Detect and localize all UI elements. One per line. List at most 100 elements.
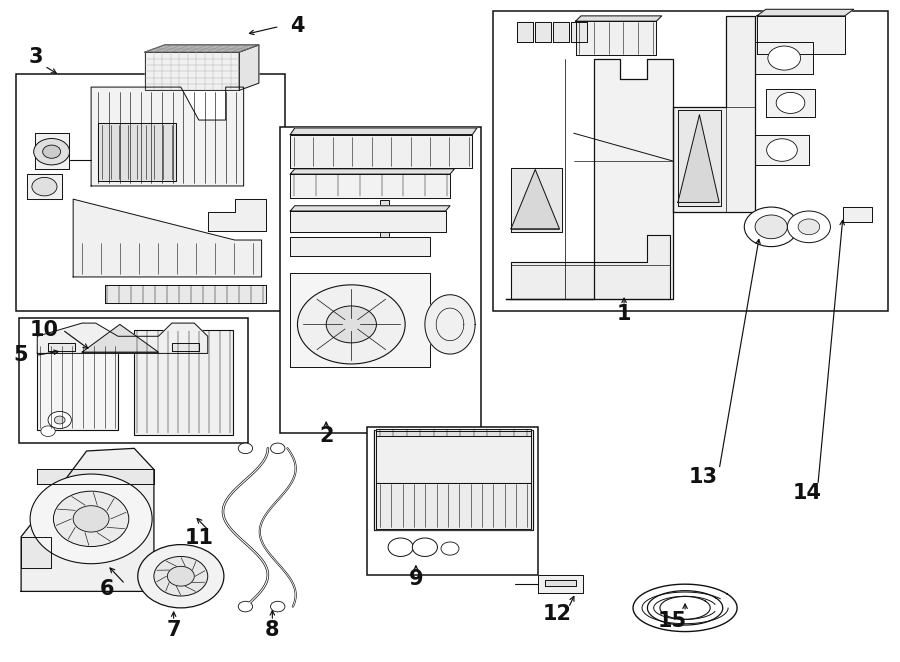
Polygon shape <box>506 60 672 299</box>
Polygon shape <box>672 16 755 213</box>
Polygon shape <box>757 9 854 16</box>
Polygon shape <box>35 133 68 169</box>
Polygon shape <box>291 128 477 134</box>
Polygon shape <box>536 23 552 42</box>
Polygon shape <box>678 110 721 206</box>
Text: 1: 1 <box>616 304 631 324</box>
Polygon shape <box>518 23 534 42</box>
Text: 11: 11 <box>184 528 213 548</box>
Polygon shape <box>678 115 719 203</box>
Polygon shape <box>26 174 62 199</box>
Polygon shape <box>538 575 583 593</box>
Circle shape <box>33 138 69 165</box>
Polygon shape <box>554 23 570 42</box>
Text: 12: 12 <box>544 604 572 624</box>
Polygon shape <box>104 285 266 303</box>
Circle shape <box>326 306 376 343</box>
Polygon shape <box>145 52 239 91</box>
Polygon shape <box>291 238 430 256</box>
Text: 7: 7 <box>166 620 181 640</box>
Polygon shape <box>576 21 656 56</box>
Text: 8: 8 <box>266 620 280 640</box>
Circle shape <box>53 491 129 547</box>
Circle shape <box>767 139 797 162</box>
Circle shape <box>42 145 60 158</box>
Polygon shape <box>843 207 872 222</box>
Polygon shape <box>98 123 176 181</box>
Bar <box>134 330 233 435</box>
Bar <box>367 426 538 575</box>
Circle shape <box>441 542 459 555</box>
Polygon shape <box>376 431 531 483</box>
Circle shape <box>412 538 437 557</box>
Circle shape <box>798 219 820 235</box>
Polygon shape <box>572 23 588 42</box>
Polygon shape <box>576 16 662 21</box>
Circle shape <box>30 474 152 564</box>
Polygon shape <box>37 323 208 354</box>
Polygon shape <box>145 45 259 52</box>
Polygon shape <box>511 167 562 232</box>
Circle shape <box>73 506 109 532</box>
Polygon shape <box>82 324 158 352</box>
Bar <box>15 74 285 311</box>
Circle shape <box>776 93 805 113</box>
Polygon shape <box>545 580 576 586</box>
Bar <box>280 126 482 433</box>
Text: 6: 6 <box>100 579 114 599</box>
Text: 4: 4 <box>290 17 305 36</box>
Polygon shape <box>766 89 815 117</box>
Circle shape <box>54 416 65 424</box>
Polygon shape <box>208 199 266 231</box>
Bar <box>380 201 389 246</box>
Polygon shape <box>172 343 199 352</box>
Circle shape <box>271 601 285 612</box>
Circle shape <box>755 215 788 239</box>
Text: 13: 13 <box>688 467 717 487</box>
Circle shape <box>138 545 224 608</box>
Circle shape <box>388 538 413 557</box>
Polygon shape <box>755 135 809 165</box>
Circle shape <box>744 207 798 247</box>
Text: 14: 14 <box>793 483 822 503</box>
Polygon shape <box>21 537 50 568</box>
Circle shape <box>167 567 194 586</box>
Polygon shape <box>511 236 670 299</box>
Polygon shape <box>291 134 472 167</box>
Polygon shape <box>755 42 814 74</box>
Polygon shape <box>291 169 454 174</box>
Circle shape <box>238 601 253 612</box>
Bar <box>37 344 118 430</box>
Polygon shape <box>291 174 450 198</box>
Polygon shape <box>291 211 446 232</box>
Text: 3: 3 <box>28 48 42 68</box>
Text: 15: 15 <box>658 611 687 631</box>
Polygon shape <box>48 343 75 352</box>
Text: 2: 2 <box>319 426 333 446</box>
Text: 9: 9 <box>409 569 423 589</box>
Polygon shape <box>73 199 262 277</box>
Polygon shape <box>376 428 531 436</box>
Circle shape <box>768 46 801 70</box>
Polygon shape <box>239 45 259 91</box>
Circle shape <box>238 443 253 453</box>
Text: 10: 10 <box>30 320 59 340</box>
Circle shape <box>788 211 831 243</box>
Bar <box>374 430 534 530</box>
Text: 5: 5 <box>14 346 29 365</box>
Circle shape <box>154 557 208 596</box>
Circle shape <box>32 177 57 196</box>
Polygon shape <box>291 273 430 367</box>
Circle shape <box>298 285 405 364</box>
Polygon shape <box>291 206 450 211</box>
Polygon shape <box>757 16 845 54</box>
Bar <box>19 318 248 443</box>
Polygon shape <box>511 169 560 229</box>
Polygon shape <box>37 469 154 484</box>
Circle shape <box>40 426 55 436</box>
Bar <box>493 11 887 311</box>
Polygon shape <box>21 448 154 591</box>
Circle shape <box>48 411 71 428</box>
Polygon shape <box>425 295 475 354</box>
Polygon shape <box>376 483 531 529</box>
